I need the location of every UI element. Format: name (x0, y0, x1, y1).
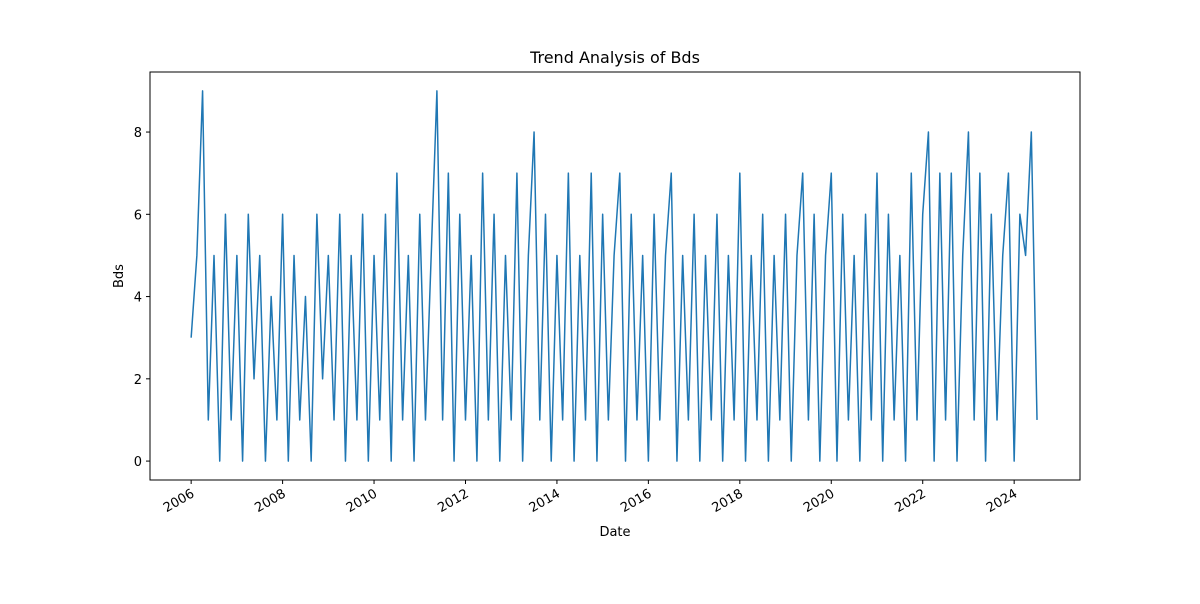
data-line (190, 90, 1038, 462)
x-tick-label: 2014 (527, 486, 563, 516)
y-tick-label: 2 (134, 373, 142, 388)
y-tick-label: 6 (134, 208, 142, 223)
x-tick-label: 2018 (710, 486, 746, 516)
x-tick-label: 2012 (435, 486, 471, 516)
y-tick-label: 8 (134, 126, 142, 141)
x-tick-label: 2020 (801, 486, 837, 516)
y-tick-label: 0 (134, 455, 142, 470)
plot-frame (149, 71, 1081, 481)
x-tick-label: 2008 (252, 486, 288, 516)
x-axis-label: Date (599, 525, 630, 540)
x-tick-label: 2006 (161, 486, 197, 516)
x-tick-label: 2024 (984, 486, 1020, 516)
x-tick-label: 2010 (344, 486, 380, 516)
chart-title: Trend Analysis of Bds (529, 48, 700, 67)
x-tick-label: 2022 (893, 486, 929, 516)
y-axis-label: Bds (112, 264, 127, 288)
y-tick-label: 4 (134, 291, 142, 306)
x-tick-label: 2016 (618, 486, 654, 516)
